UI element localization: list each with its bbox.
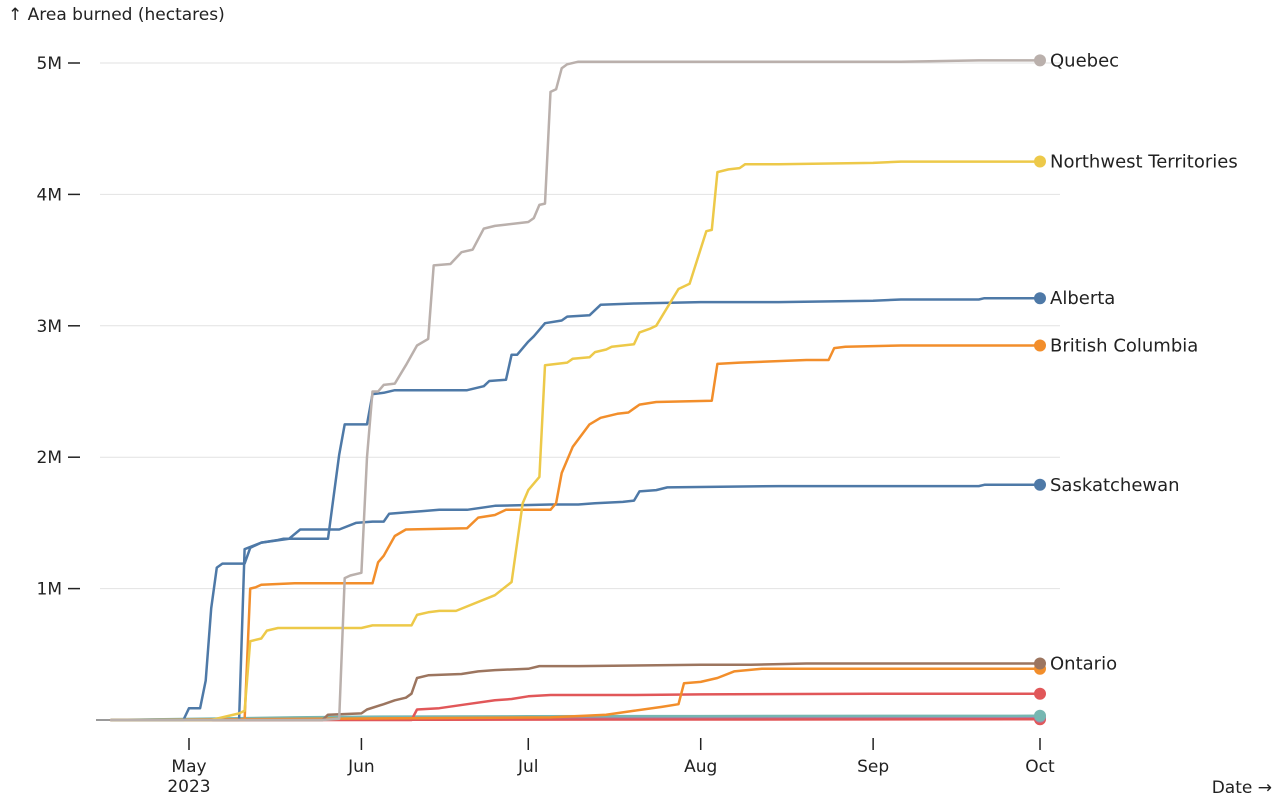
end-dot-series-7 bbox=[1034, 687, 1046, 700]
end-dot-alberta bbox=[1034, 292, 1046, 305]
series-label-northwest-territories: Northwest Territories bbox=[1050, 152, 1238, 173]
series-label-saskatchewan: Saskatchewan bbox=[1050, 475, 1180, 496]
line-series-7 bbox=[109, 692, 1042, 722]
x-tick-label: Aug bbox=[684, 757, 717, 777]
y-tick-label: 2M bbox=[37, 448, 62, 468]
series-labels: Quebec Northwest Territories Alberta Britis… bbox=[1050, 50, 1238, 674]
series-lines bbox=[109, 59, 1042, 722]
y-axis: 1M 2M 3M 4M 5M bbox=[37, 54, 80, 600]
line-british-columbia bbox=[109, 344, 1042, 722]
end-dot-ontario bbox=[1034, 657, 1046, 670]
line-alberta bbox=[109, 296, 1042, 722]
gridlines bbox=[96, 62, 1060, 721]
line-quebec bbox=[109, 59, 1042, 722]
line-saskatchewan bbox=[109, 483, 1042, 722]
end-dot-northwest-territories bbox=[1034, 155, 1046, 168]
end-dot-quebec bbox=[1034, 54, 1046, 67]
end-dot-series-8 bbox=[1034, 709, 1046, 722]
line-ontario bbox=[109, 662, 1042, 722]
series-label-british-columbia: British Columbia bbox=[1050, 336, 1198, 357]
x-tick-sublabel: 2023 bbox=[167, 777, 210, 797]
line-series-6 bbox=[109, 667, 1042, 722]
line-series-8 bbox=[109, 714, 1042, 722]
x-tick-label: Sep bbox=[857, 757, 889, 777]
y-axis-title: ↑ Area burned (hectares) bbox=[8, 5, 225, 25]
line-northwest-territories bbox=[109, 160, 1042, 722]
series-label-ontario: Ontario bbox=[1050, 653, 1117, 674]
x-tick-label: Jul bbox=[517, 757, 539, 777]
x-tick-label: May bbox=[171, 757, 206, 777]
x-tick-label: Jun bbox=[347, 757, 375, 777]
y-tick-label: 4M bbox=[37, 185, 62, 205]
end-dot-british-columbia bbox=[1034, 339, 1046, 352]
y-tick-label: 5M bbox=[37, 54, 62, 74]
x-axis-title: Date → bbox=[1212, 778, 1272, 798]
series-label-alberta: Alberta bbox=[1050, 288, 1115, 309]
x-tick-label: Oct bbox=[1025, 757, 1055, 777]
series-end-dots bbox=[1034, 54, 1046, 726]
y-tick-label: 3M bbox=[37, 317, 62, 337]
end-dot-saskatchewan bbox=[1034, 478, 1046, 491]
y-tick-label: 1M bbox=[37, 580, 62, 600]
series-label-quebec: Quebec bbox=[1050, 50, 1119, 71]
